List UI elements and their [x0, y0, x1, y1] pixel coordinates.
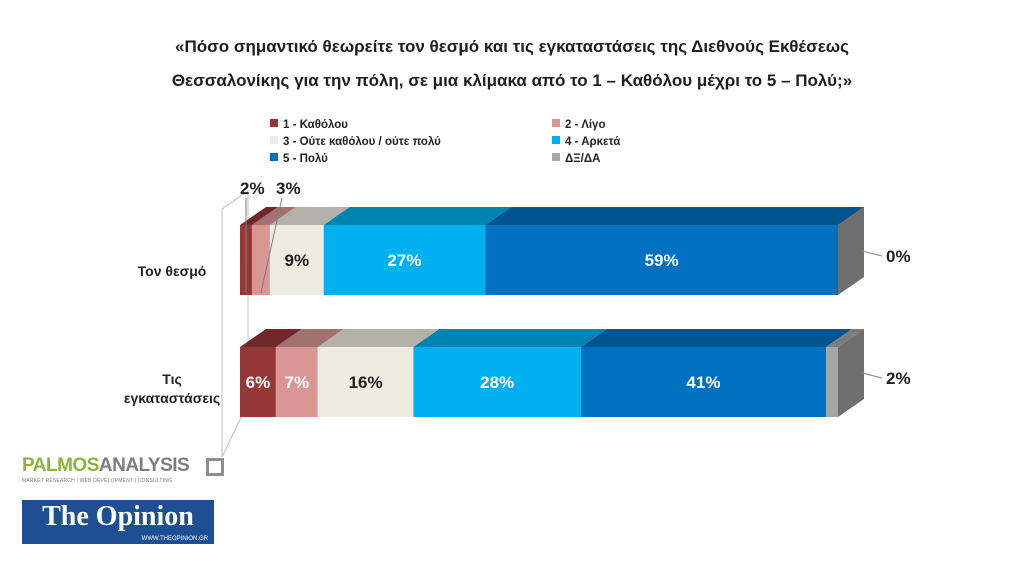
bar-segment-1-3 — [413, 347, 581, 417]
chart-title-line-2: Θεσσαλονίκης για την πόλη, σε μια κλίμακ… — [171, 71, 853, 90]
data-label-0-3: 27% — [387, 251, 421, 270]
chart-title-line-1: «Πόσο σημαντικό θεωρείτε τον θεσμό και τ… — [175, 37, 849, 56]
data-label-1-4: 41% — [686, 373, 720, 392]
bar-group-1 — [240, 329, 864, 417]
bar-segment-1-4 — [580, 347, 827, 417]
chart-legend: 1 - Καθόλου 2 - Λίγο 3 - Ούτε καθόλου / … — [270, 118, 730, 172]
category-label-1: Τις εγκαταστάσεις — [124, 371, 220, 406]
bar-end-face-1 — [838, 329, 864, 417]
chart-title: «Πόσο σημαντικό θεωρείτε τον θεσμό και τ… — [120, 30, 904, 98]
data-label-0-1: 3% — [276, 179, 301, 198]
category-label-0: Τον θεσμό — [138, 263, 207, 279]
palmos-analysis-logo: PALMOSANALYSIS MARKET RESEARCH | WEB DEV… — [22, 455, 224, 489]
data-label-0-0: 2% — [240, 179, 265, 198]
palmos-square-icon — [206, 458, 224, 476]
legend-label-3: 3 - Ούτε καθόλου / ούτε πολύ — [283, 136, 441, 148]
bar-segment-1-0 — [240, 347, 276, 417]
bar-top-1-2 — [317, 329, 440, 347]
legend-label-1: 1 - Καθόλου — [283, 119, 348, 131]
legend-item-1: 1 - Καθόλου — [270, 118, 348, 132]
bar-end-face-0 — [838, 207, 864, 295]
bar-top-1-4 — [580, 329, 853, 347]
palmos-tagline: MARKET RESEARCH | WEB DEVELOPMENT | CONS… — [22, 478, 173, 484]
legend-label-5: 5 - Πολύ — [283, 153, 328, 165]
bar-top-0-4 — [485, 207, 864, 225]
legend-swatch-4 — [552, 136, 560, 144]
bar-top-1-0 — [240, 329, 302, 347]
bar-top-0-1 — [251, 207, 296, 225]
bar-segment-0-4 — [485, 225, 838, 295]
bar-segment-0-3 — [323, 225, 486, 295]
data-label-1-3: 28% — [480, 373, 514, 392]
legend-item-3: 3 - Ούτε καθόλου / ούτε πολύ — [270, 135, 441, 149]
bar-segment-1-1 — [275, 347, 318, 417]
bar-segment-0-1 — [251, 225, 270, 295]
legend-item-4: 4 - Αρκετά — [552, 135, 620, 149]
data-label-0-2: 9% — [285, 251, 310, 270]
data-label-1-2: 16% — [349, 373, 383, 392]
legend-label-4: 4 - Αρκετά — [565, 136, 621, 148]
legend-item-2: 2 - Λίγο — [552, 118, 605, 132]
legend-swatch-6 — [552, 153, 560, 161]
bar-group-0 — [240, 207, 864, 295]
legend-item-5: 5 - Πολύ — [270, 152, 328, 166]
bar-top-1-1 — [275, 329, 344, 347]
legend-swatch-3 — [270, 136, 278, 144]
bar-top-1-3 — [413, 329, 607, 347]
bar-top-0-2 — [269, 207, 350, 225]
chart-side-wall — [221, 190, 249, 458]
legend-label-2: 2 - Λίγο — [565, 119, 606, 131]
opinion-name: The Opinion — [42, 501, 194, 532]
leader-line-0-1 — [260, 197, 283, 294]
legend-swatch-5 — [270, 153, 278, 161]
opinion-url: WWW.THEOPINION.GR — [141, 536, 208, 542]
leader-line-0-5 — [861, 250, 883, 257]
palmos-brand: PALMOSANALYSIS — [22, 455, 190, 476]
bar-segment-0-2 — [269, 225, 324, 295]
data-label-1-1: 7% — [285, 373, 310, 392]
legend-label-6: ΔΞ/ΔΑ — [565, 153, 601, 165]
leader-line-1-5 — [861, 372, 883, 379]
legend-swatch-1 — [270, 119, 278, 127]
bar-top-0-3 — [323, 207, 512, 225]
bar-segment-1-5 — [826, 347, 838, 417]
legend-item-6: ΔΞ/ΔΑ — [552, 152, 600, 166]
data-label-0-4: 59% — [645, 251, 679, 270]
data-label-0-5: 0% — [886, 247, 911, 266]
bar-top-1-5 — [826, 329, 864, 347]
the-opinion-logo: The Opinion WWW.THEOPINION.GR — [22, 500, 214, 544]
bar-segment-1-2 — [317, 347, 414, 417]
legend-swatch-2 — [552, 119, 560, 127]
bar-top-0-0 — [240, 207, 278, 225]
data-label-1-5: 2% — [886, 369, 911, 388]
data-label-1-0: 6% — [246, 373, 271, 392]
